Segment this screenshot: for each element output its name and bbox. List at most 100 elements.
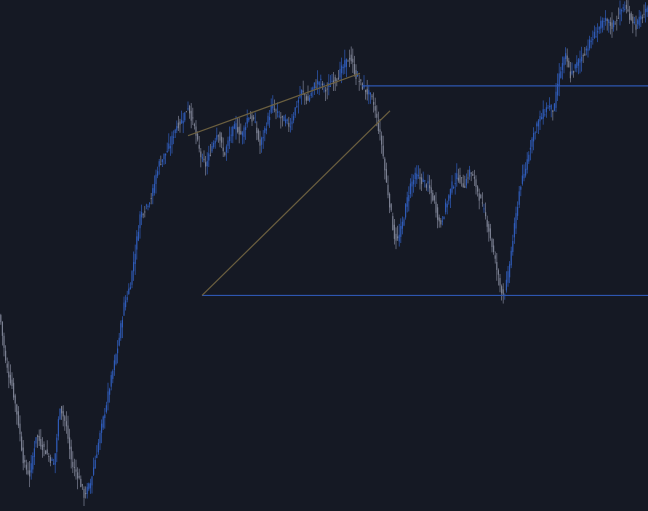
candle-body-bull [232, 126, 234, 137]
candle-body-bull [505, 279, 507, 291]
candle-body-bear [502, 289, 504, 295]
candle-body-bear [16, 404, 18, 415]
candle-body-bull [640, 15, 642, 20]
candle-body-bear [496, 261, 498, 270]
candle-body-bull [405, 204, 407, 218]
candle-body-bull [363, 85, 365, 88]
candle-body-bear [611, 22, 613, 29]
candle-body-bear [440, 220, 442, 225]
candle-body-bull [558, 73, 560, 86]
candle-body-bear [238, 126, 240, 135]
candle-body-bull [515, 213, 517, 229]
candle-body-bull [297, 100, 299, 103]
candle-body-bear [221, 136, 223, 143]
candle-body-bull [30, 463, 32, 473]
candle-body-bear [486, 219, 488, 227]
upper-trendline[interactable] [187, 72, 361, 137]
candle-body-bull [422, 179, 424, 182]
candle-body-bull [213, 142, 215, 147]
candle-body-bull [294, 107, 296, 116]
candle-body-bull [123, 302, 125, 316]
candle-body-bear [192, 117, 194, 119]
candle-body-bull [456, 173, 458, 180]
candle-body-bull [529, 147, 531, 150]
candle-body-bear [334, 77, 336, 81]
candle-body-bull [408, 194, 410, 202]
candle-body-bear [160, 163, 162, 165]
candle-body-bear [222, 147, 224, 152]
candle-body-bear [389, 193, 391, 208]
candle-body-bull [645, 8, 647, 13]
candle-body-bear [457, 177, 459, 181]
candle-body-bear [374, 106, 376, 111]
candle-body-bear [464, 185, 466, 188]
candle-body-bear [62, 411, 64, 417]
candle-body-bear [627, 9, 629, 12]
candle-body-bull [133, 262, 135, 272]
candle-body-bear [40, 438, 42, 447]
candle-body-bear [251, 115, 253, 122]
candle-body-bull [161, 159, 163, 163]
candle-body-bull [310, 93, 312, 97]
candle-body-bear [304, 94, 306, 96]
candle-body-bull [296, 105, 298, 107]
candle-body-bull [155, 174, 157, 184]
candle-body-bull [553, 103, 555, 111]
candle-body-bull [453, 186, 455, 188]
candle-body-bear [352, 58, 354, 63]
candle-body-bear [475, 179, 477, 187]
candle-body-bull [545, 107, 547, 113]
candle-body-bear [635, 24, 637, 30]
candle-body-bull [509, 264, 511, 278]
candle-body-bear [382, 145, 384, 157]
candle-body-bull [406, 197, 408, 207]
candle-body-bear [209, 154, 211, 156]
candle-body-bull [525, 168, 527, 176]
candle-body-bull [272, 103, 274, 109]
candle-body-bear [326, 88, 328, 90]
candle-body-bear [142, 214, 144, 216]
candle-body-bull [577, 59, 579, 66]
candle-body-bull [445, 202, 447, 213]
candle-body-bear [75, 469, 77, 472]
candle-body-bull [147, 206, 149, 208]
candle-body-bear [69, 437, 71, 450]
candle-body-bear [315, 86, 317, 88]
candle-body-bear [478, 193, 480, 201]
candle-body-bear [462, 183, 464, 188]
candle-body-bear [256, 127, 258, 134]
candle-body-bear [377, 120, 379, 132]
candle-body-bull [483, 208, 485, 210]
candle-body-bull [622, 7, 624, 9]
candle-body-bear [353, 64, 355, 75]
candle-body-bear [288, 122, 290, 127]
candle-body-bull [118, 337, 120, 346]
candle-body-bull [173, 136, 175, 138]
candle-body-bear [632, 16, 634, 24]
candle-body-bull [157, 171, 159, 176]
candle-body-bull [533, 132, 535, 142]
candle-body-bear [582, 55, 584, 57]
candle-body-bull [181, 119, 183, 123]
candle-body-bull [605, 17, 607, 21]
candle-body-bear [249, 117, 251, 119]
candle-body-bear [566, 55, 568, 62]
candle-body-bull [299, 96, 301, 98]
lower-trendline[interactable] [201, 110, 391, 296]
candle-body-bull [165, 153, 167, 156]
candle-body-bull [608, 20, 610, 24]
candle-body-bull [417, 174, 419, 177]
candle-body-bull [107, 391, 109, 403]
candle-body-bear [349, 57, 351, 60]
candle-body-bear [373, 101, 375, 105]
candle-body-bull [35, 437, 37, 444]
candle-body-bull [646, 7, 648, 12]
candle-body-bear [273, 108, 275, 110]
candle-body-bear [497, 270, 499, 275]
candle-body-bear [392, 216, 394, 230]
candle-body-bull [323, 84, 325, 86]
candle-body-bear [195, 126, 197, 136]
candle-body-bear [25, 464, 27, 470]
candle-body-bull [344, 60, 346, 68]
